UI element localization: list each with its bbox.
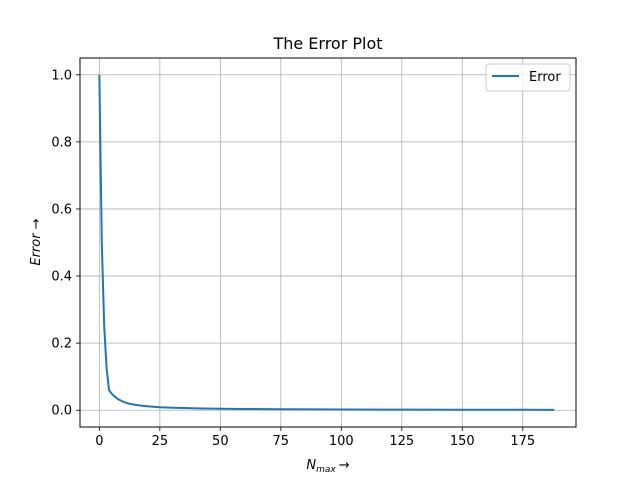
y-tick-label: 1.0 — [51, 68, 72, 83]
x-tick-label: 175 — [510, 434, 535, 449]
x-tick-label: 0 — [95, 434, 103, 449]
x-tick-label: 25 — [152, 434, 169, 449]
grid — [80, 58, 576, 427]
x-axis-label: Nmax → — [306, 458, 349, 475]
chart-title: The Error Plot — [272, 34, 382, 53]
y-tick-label: 0.8 — [51, 135, 72, 150]
y-tick-label: 0.0 — [51, 404, 72, 419]
x-axis-label-arrow: → — [339, 458, 350, 473]
y-tick-label: 0.4 — [51, 270, 72, 285]
legend-label-error: Error — [529, 70, 561, 85]
x-axis: 0 25 50 75 100 125 150 175 — [95, 427, 535, 449]
x-axis-label-main: N — [306, 458, 316, 473]
legend: Error — [485, 63, 571, 92]
y-tick-label: 0.6 — [51, 202, 72, 217]
plot-frame — [79, 57, 577, 428]
x-tick-label: 100 — [329, 434, 354, 449]
y-tick-label: 0.2 — [51, 337, 72, 352]
y-axis-label: Error → — [29, 218, 44, 265]
y-axis: 0.0 0.2 0.4 0.6 0.8 1.0 — [51, 68, 80, 419]
x-tick-label: 75 — [273, 434, 290, 449]
x-axis-label-sub: max — [316, 465, 336, 475]
x-tick-label: 150 — [450, 434, 475, 449]
x-tick-label: 125 — [389, 434, 414, 449]
series-layer — [98, 74, 555, 411]
x-tick-label: 50 — [212, 434, 229, 449]
legend-box — [485, 63, 571, 92]
